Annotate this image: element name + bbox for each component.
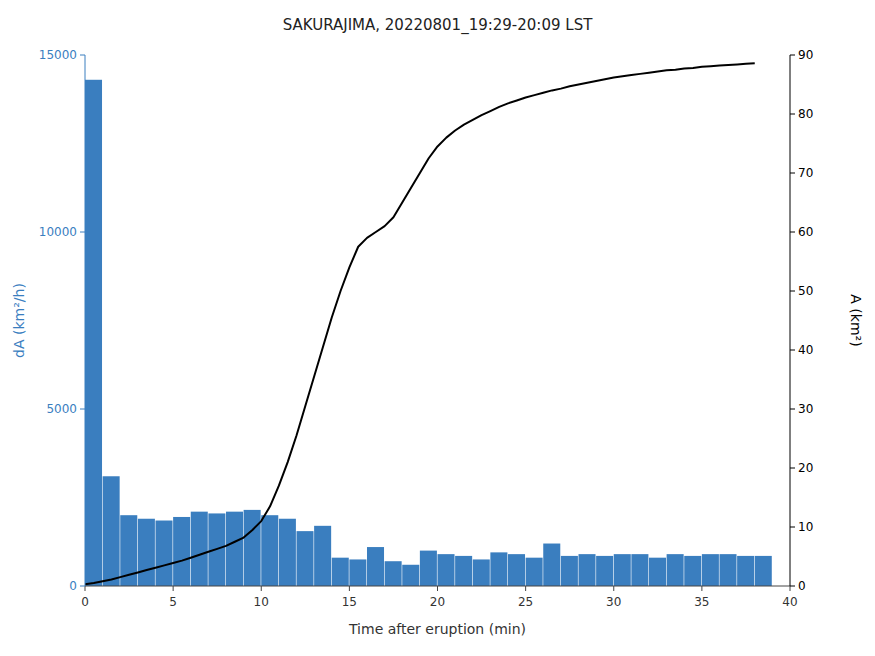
bar — [173, 517, 190, 586]
bar — [226, 512, 243, 586]
y-tick-label: 0 — [69, 579, 77, 593]
bar — [543, 544, 560, 586]
y2-tick — [790, 173, 795, 174]
y-tick — [80, 55, 85, 56]
y2-tick — [790, 232, 795, 233]
bar — [402, 565, 419, 586]
x-tick — [790, 586, 791, 591]
bar — [596, 556, 613, 586]
y2-tick-label: 20 — [798, 461, 813, 475]
bar — [684, 556, 701, 586]
axes: 0510152025303540050001000015000010203040… — [39, 48, 813, 609]
x-tick — [173, 586, 174, 591]
x-tick — [85, 586, 86, 591]
bar — [103, 476, 120, 586]
chart-title: SAKURAJIMA, 20220801_19:29-20:09 LST — [283, 16, 593, 35]
bar — [138, 519, 155, 586]
x-tick — [525, 586, 526, 591]
bar — [244, 510, 261, 586]
bar — [420, 551, 437, 586]
y2-axis-label: A (km²) — [848, 294, 864, 346]
x-tick — [701, 586, 702, 591]
x-tick-label: 15 — [342, 595, 357, 609]
y-tick — [80, 232, 85, 233]
y-axis-label: dA (km²/h) — [11, 283, 27, 358]
y2-tick-label: 50 — [798, 284, 813, 298]
bar — [667, 554, 684, 586]
x-tick — [613, 586, 614, 591]
x-axis-label: Time after eruption (min) — [348, 621, 526, 637]
y-tick-label: 5000 — [46, 402, 77, 416]
bar — [156, 521, 173, 586]
y2-tick-label: 30 — [798, 402, 813, 416]
bar — [314, 526, 331, 586]
x-tick-label: 35 — [694, 595, 709, 609]
x-tick-label: 5 — [169, 595, 177, 609]
chart-container: 0510152025303540050001000015000010203040… — [0, 0, 875, 656]
bar — [455, 556, 472, 586]
y-tick-label: 10000 — [39, 225, 77, 239]
bar — [737, 556, 754, 586]
y2-tick — [790, 55, 795, 56]
cumulative-line — [85, 63, 755, 584]
x-tick-label: 25 — [518, 595, 533, 609]
bar — [279, 519, 296, 586]
y2-tick-label: 80 — [798, 107, 813, 121]
y2-tick — [790, 350, 795, 351]
bar — [755, 556, 772, 586]
y2-axis-line — [790, 55, 791, 586]
x-tick-label: 10 — [254, 595, 269, 609]
x-tick-label: 0 — [81, 595, 89, 609]
x-tick-label: 30 — [606, 595, 621, 609]
bar — [349, 559, 366, 586]
bar — [332, 558, 349, 586]
x-tick-label: 40 — [782, 595, 797, 609]
y-tick — [80, 586, 85, 587]
y-tick-label: 15000 — [39, 48, 77, 62]
bar — [385, 561, 402, 586]
y-axis-line — [85, 55, 86, 586]
bar — [191, 512, 208, 586]
bar — [649, 558, 666, 586]
y2-tick — [790, 468, 795, 469]
bar — [438, 554, 455, 586]
bar — [561, 556, 578, 586]
y2-tick-label: 60 — [798, 225, 813, 239]
x-tick-label: 20 — [430, 595, 445, 609]
bar — [261, 515, 278, 586]
y2-tick-label: 0 — [798, 579, 806, 593]
bar — [473, 559, 490, 586]
y2-tick-label: 10 — [798, 520, 813, 534]
bar — [85, 80, 102, 586]
bar — [367, 547, 384, 586]
bar — [614, 554, 631, 586]
bar — [631, 554, 648, 586]
y2-tick — [790, 114, 795, 115]
y2-tick-label: 40 — [798, 343, 813, 357]
bar — [720, 554, 737, 586]
y2-tick-label: 90 — [798, 48, 813, 62]
chart-svg: 0510152025303540050001000015000010203040… — [0, 0, 875, 656]
y2-tick-label: 70 — [798, 166, 813, 180]
y2-tick — [790, 586, 795, 587]
bar — [490, 552, 507, 586]
bar — [297, 531, 314, 586]
plot-area — [85, 63, 772, 586]
x-tick — [437, 586, 438, 591]
bar — [579, 554, 596, 586]
bar — [526, 558, 543, 586]
y2-tick — [790, 291, 795, 292]
bar — [508, 554, 525, 586]
bar — [702, 554, 719, 586]
y2-tick — [790, 527, 795, 528]
y2-tick — [790, 409, 795, 410]
x-tick — [261, 586, 262, 591]
x-tick — [349, 586, 350, 591]
y-tick — [80, 409, 85, 410]
